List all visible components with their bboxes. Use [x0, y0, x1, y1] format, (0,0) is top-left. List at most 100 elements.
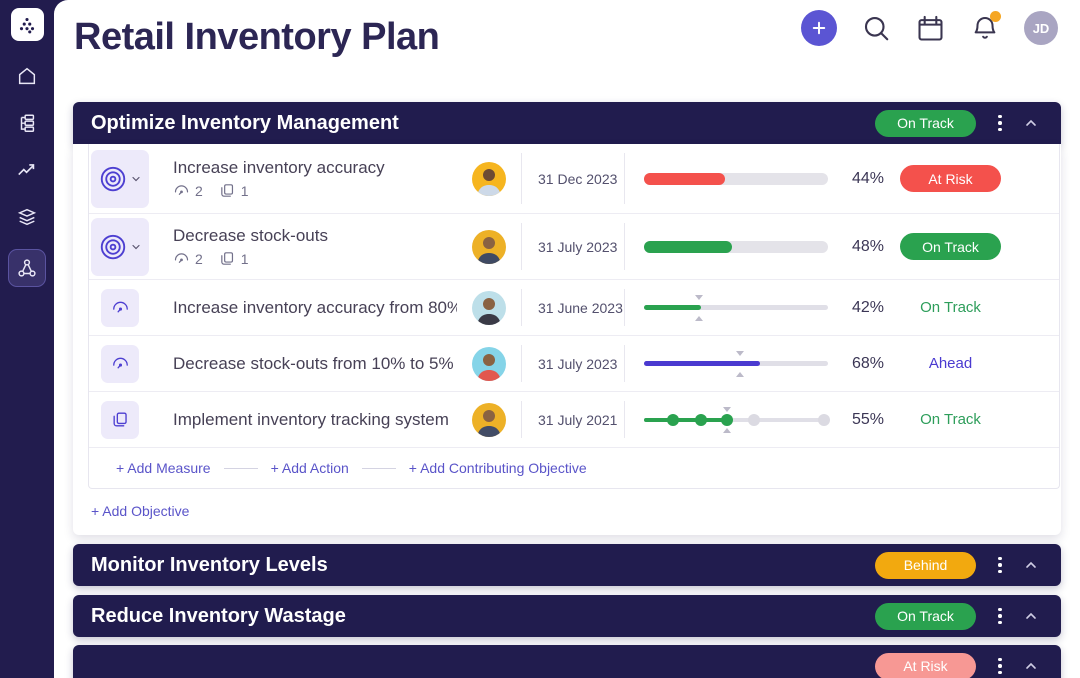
milestone-dot[interactable]	[748, 413, 761, 426]
expand-objective-button[interactable]	[91, 149, 149, 208]
row-title-cell: Increase inventory accuracy 2	[173, 158, 457, 199]
copy-icon	[221, 184, 233, 197]
collapse-button[interactable]	[1023, 115, 1039, 131]
target-icon	[100, 166, 126, 191]
row-status-cell: Ahead	[884, 355, 1059, 372]
kebab-menu-button[interactable]	[993, 606, 1007, 626]
progress-fill	[644, 240, 733, 253]
measure-count: 2	[173, 250, 203, 267]
notifications-button[interactable]	[970, 11, 1001, 43]
sidebar-item-layers[interactable]	[15, 205, 39, 229]
bell-icon	[974, 17, 996, 39]
status-badge[interactable]: Behind	[875, 551, 976, 579]
calendar-icon	[918, 15, 943, 41]
copy-icon	[221, 252, 233, 265]
status-badge[interactable]: On Track	[875, 602, 976, 630]
milestone-progress[interactable]	[644, 407, 831, 433]
measure-type-icon-box	[101, 344, 139, 383]
sidebar-item-home[interactable]	[15, 64, 39, 88]
target-icon	[100, 234, 126, 259]
status-badge[interactable]: On Track	[900, 233, 1001, 260]
plan-cards: Optimize Inventory Management On Track	[73, 102, 1061, 678]
card-body: Increase inventory accuracy 2	[73, 144, 1061, 535]
person-photo	[477, 409, 501, 437]
card-header[interactable]: Reduce Inventory Wastage On Track	[73, 595, 1061, 637]
row-status-cell: At Risk	[884, 165, 1059, 192]
counts-row: 2 1	[173, 250, 457, 267]
progress-slider[interactable]	[644, 361, 828, 366]
due-date: 31 July 2023	[538, 355, 618, 372]
add-button[interactable]	[801, 10, 837, 46]
table-row-decrease-stock-outs[interactable]: Decrease stock-outs 2	[89, 214, 1059, 280]
card-header[interactable]: Monitor Inventory Levels Behind	[73, 544, 1061, 586]
divider	[521, 289, 522, 326]
gauge-icon	[112, 301, 128, 313]
chevron-up-icon	[1026, 561, 1036, 568]
milestone-dot[interactable]	[720, 413, 733, 426]
status-label: On Track	[920, 299, 981, 316]
divider	[624, 289, 625, 326]
progress-percent: 55%	[851, 410, 884, 428]
progress-cell	[625, 172, 828, 185]
action-title: Implement inventory tracking system	[173, 409, 449, 429]
add-measure-link[interactable]: + Add Measure	[116, 460, 211, 476]
milestone-line	[644, 417, 828, 422]
table-row-increase-inventory-accuracy[interactable]: Increase inventory accuracy 2	[89, 144, 1059, 214]
measure-count: 2	[173, 182, 203, 199]
row-icon-cell	[89, 217, 173, 276]
expand-objective-button[interactable]	[91, 217, 149, 276]
objective-title: Decrease stock-outs	[173, 226, 328, 245]
counts-row: 2 1	[173, 182, 457, 199]
measure-count-value: 2	[195, 250, 203, 267]
milestone-dot[interactable]	[667, 413, 680, 426]
row-icon-cell	[89, 344, 173, 383]
table-row-measure-stock-outs[interactable]: Decrease stock-outs from 10% to 5%	[89, 336, 1059, 392]
app-logo[interactable]	[10, 8, 44, 41]
sidebar-item-trends[interactable]	[15, 158, 39, 182]
progress-cell	[625, 361, 828, 366]
calendar-button[interactable]	[915, 13, 946, 44]
add-contributing-objective-link[interactable]: + Add Contributing Objective	[408, 460, 587, 476]
add-objective-link[interactable]: + Add Objective	[91, 503, 190, 519]
action-count: 1	[219, 182, 249, 199]
table-row-action-tracking-system[interactable]: Implement inventory tracking system	[89, 392, 1059, 448]
logo-dots-icon	[19, 17, 35, 33]
person-photo	[477, 236, 501, 264]
expand-button[interactable]	[1023, 608, 1039, 624]
kebab-menu-button[interactable]	[993, 555, 1007, 575]
owner-avatar	[472, 161, 506, 196]
progress-percent: 42%	[851, 298, 884, 316]
progress-bar	[644, 240, 828, 253]
notification-dot	[990, 11, 1001, 22]
status-badge[interactable]: At Risk	[875, 652, 976, 678]
sidebar-item-alignment[interactable]	[8, 249, 46, 287]
status-badge[interactable]: At Risk	[900, 165, 1001, 192]
row-icon-cell	[89, 400, 173, 439]
objective-title: Increase inventory accuracy	[173, 158, 385, 177]
add-links-row: + Add Measure + Add Action + Add Contrib…	[89, 448, 1059, 488]
user-avatar[interactable]: JD	[1024, 11, 1058, 45]
owner-avatar	[472, 229, 506, 264]
rows-container: Increase inventory accuracy 2	[88, 144, 1060, 489]
milestone-dot[interactable]	[818, 413, 831, 426]
sidebar-item-hierarchy[interactable]	[15, 111, 39, 135]
milestone-dot[interactable]	[695, 413, 708, 426]
search-button[interactable]	[861, 13, 891, 43]
card-header[interactable]: Optimize Inventory Management On Track	[73, 102, 1061, 144]
divider	[521, 345, 522, 382]
status-badge[interactable]: On Track	[875, 109, 976, 137]
row-avatar-cell	[457, 161, 521, 196]
kebab-menu-button[interactable]	[993, 656, 1007, 676]
person-photo	[477, 168, 501, 196]
table-row-measure-accuracy[interactable]: Increase inventory accuracy from 80% t..…	[89, 280, 1059, 336]
progress-slider[interactable]	[644, 305, 828, 310]
kebab-menu-button[interactable]	[993, 113, 1007, 133]
add-action-link[interactable]: + Add Action	[270, 460, 349, 476]
row-avatar-cell	[457, 402, 521, 437]
card-header[interactable]: At Risk	[73, 645, 1061, 678]
expand-button[interactable]	[1023, 557, 1039, 573]
expand-button[interactable]	[1023, 658, 1039, 674]
divider	[521, 401, 522, 438]
hierarchy-icon	[20, 114, 35, 132]
